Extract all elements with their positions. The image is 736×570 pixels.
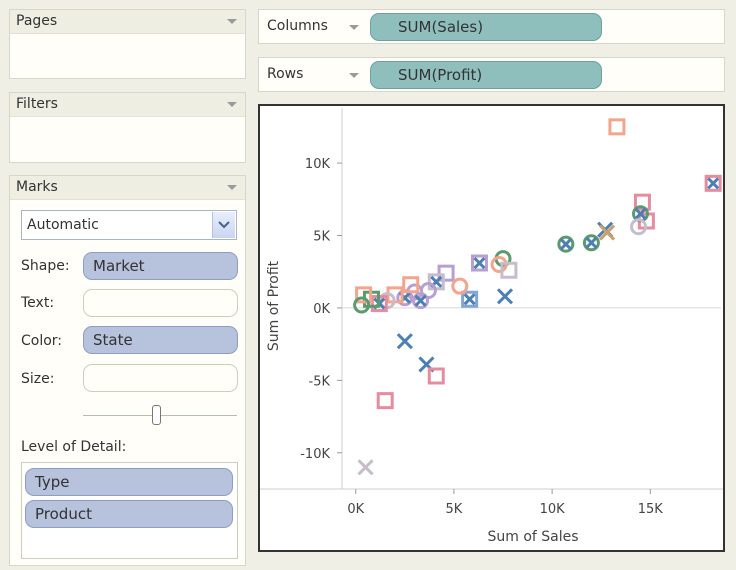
shape-pill[interactable]: Market — [83, 252, 238, 280]
columns-pill[interactable]: SUM(Sales) — [370, 13, 602, 41]
level-of-detail-shelf[interactable]: Type Product — [21, 462, 238, 559]
data-point-cross — [357, 459, 374, 476]
data-point-square — [402, 276, 420, 294]
detail-pill-product[interactable]: Product — [25, 500, 233, 528]
data-point-square — [608, 118, 626, 136]
data-point-square — [633, 193, 651, 211]
y-tick-label: 5K — [313, 229, 330, 244]
mark-type-value: Automatic — [27, 217, 99, 233]
data-point-circle — [630, 218, 648, 236]
data-point-cross — [496, 288, 514, 305]
y-axis-title: Sum of Profit — [266, 260, 282, 351]
x-tick-label: 5K — [446, 502, 463, 517]
data-point-crossed-circle — [582, 234, 600, 252]
filters-shelf[interactable]: Filters — [9, 92, 246, 163]
detail-pill-type[interactable]: Type — [25, 468, 233, 496]
x-tick-label: 10K — [540, 502, 566, 517]
data-point-square — [500, 261, 518, 279]
color-pill[interactable]: State — [83, 326, 238, 354]
data-point-square — [437, 264, 455, 282]
scatter-plot-svg: -10K -5K 0K 5K 10K 0K 5K 10K 15K Sum of Sales Su… — [260, 108, 723, 545]
size-slider-handle[interactable] — [152, 405, 161, 425]
columns-shelf[interactable]: Columns SUM(Sales) — [258, 9, 725, 44]
x-tick-label: 0K — [347, 502, 364, 517]
data-point-circle — [451, 277, 469, 295]
data-point-cross — [599, 224, 616, 241]
size-shelf[interactable] — [83, 364, 238, 392]
data-point-square — [427, 367, 445, 385]
y-tick-label: 0K — [313, 302, 330, 317]
data-point-crossed-circle — [412, 292, 430, 310]
marks-card: Marks Automatic Shape: Market Text: Colo… — [9, 175, 246, 566]
data-point-crossed-circle — [557, 235, 575, 253]
scatter-plot-view[interactable]: -10K -5K 0K 5K 10K 0K 5K 10K 15K Sum of Sales Su… — [258, 104, 725, 552]
text-label: Text: — [21, 295, 55, 311]
data-point-cross — [396, 333, 413, 350]
dropdown-arrow-icon[interactable] — [212, 212, 235, 238]
axes: -10K -5K 0K 5K 10K 0K 5K 10K 15K — [260, 108, 723, 517]
rows-shelf[interactable]: Rows SUM(Profit) — [258, 57, 725, 92]
x-tick-label: 15K — [638, 502, 664, 517]
size-label: Size: — [21, 371, 55, 387]
marks-layer — [353, 118, 722, 476]
text-shelf[interactable] — [83, 289, 238, 317]
data-point-crossed-square — [461, 290, 479, 308]
data-point-crossed-square — [470, 254, 488, 272]
pages-header: Pages — [10, 10, 245, 34]
columns-label: Columns — [267, 18, 328, 34]
chevron-down-icon[interactable] — [227, 102, 237, 107]
data-point-crossed-square — [427, 273, 445, 291]
pages-title: Pages — [16, 13, 58, 29]
data-point-circle — [353, 296, 371, 314]
filters-title: Filters — [16, 96, 58, 112]
chevron-down-icon[interactable] — [349, 25, 359, 30]
data-point-crossed-square — [704, 174, 722, 192]
mark-type-dropdown[interactable]: Automatic — [21, 210, 237, 240]
filters-header: Filters — [10, 93, 245, 117]
y-tick-label: 10K — [305, 157, 331, 172]
y-tick-label: -10K — [300, 447, 330, 462]
color-label: Color: — [21, 333, 63, 349]
data-point-square — [376, 392, 394, 410]
chevron-down-icon[interactable] — [227, 19, 237, 24]
data-point-square — [355, 286, 373, 304]
y-tick-label: -5K — [309, 374, 331, 389]
marks-title: Marks — [16, 179, 58, 195]
rows-label: Rows — [267, 66, 304, 82]
chevron-down-icon[interactable] — [227, 185, 237, 190]
x-axis-title: Sum of Sales — [487, 529, 578, 545]
marks-header: Marks — [10, 176, 245, 200]
shape-label: Shape: — [21, 258, 70, 274]
chevron-down-icon[interactable] — [349, 73, 359, 78]
pages-shelf[interactable]: Pages — [9, 9, 246, 79]
rows-pill[interactable]: SUM(Profit) — [370, 61, 602, 89]
level-of-detail-label: Level of Detail: — [21, 439, 127, 455]
